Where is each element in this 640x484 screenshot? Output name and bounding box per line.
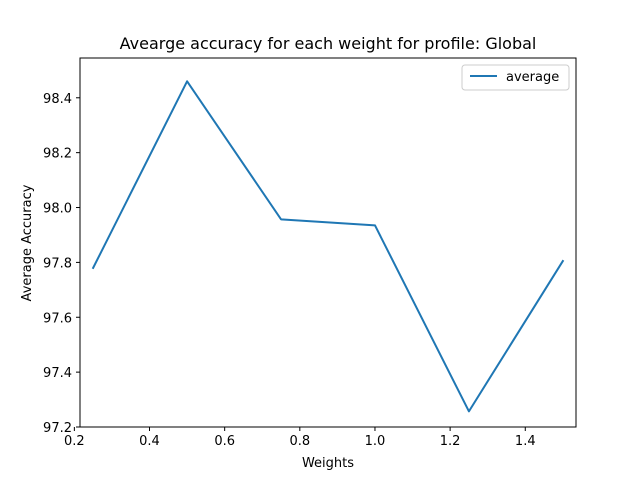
data-point (468, 410, 470, 412)
legend-label-average: average (506, 70, 559, 85)
y-tick-label: 98.0 (43, 202, 72, 217)
data-point (92, 267, 94, 269)
x-tick-label: 0.4 (139, 434, 160, 449)
data-point (562, 260, 564, 262)
chart-title: Avearge accuracy for each weight for pro… (120, 34, 537, 53)
x-tick-label: 0.6 (214, 434, 235, 449)
y-tick-label: 97.8 (43, 256, 72, 271)
y-tick-label: 97.2 (43, 421, 72, 436)
x-axis-label: Weights (302, 456, 354, 471)
y-tick-label: 97.4 (43, 366, 72, 381)
legend: average (461, 64, 570, 91)
series-layer (91, 80, 565, 413)
y-tick-label: 98.2 (43, 147, 72, 162)
plot-area-frame (79, 57, 577, 428)
x-tick-label: 1.2 (440, 434, 461, 449)
x-tick-label: 0.8 (289, 434, 310, 449)
legend-box (461, 64, 570, 91)
y-tick-label: 98.4 (43, 92, 72, 107)
x-tick-label: 0.2 (64, 434, 85, 449)
y-axis-ticks: 97.2 97.4 97.6 97.8 98.0 98.2 98.4 (43, 92, 80, 436)
data-point (374, 224, 376, 226)
series-line-average (91, 80, 565, 413)
data-point (280, 218, 282, 220)
y-tick-label: 97.6 (43, 311, 72, 326)
x-tick-label: 1.0 (365, 434, 386, 449)
data-point (186, 80, 188, 82)
x-axis-ticks: 0.2 0.4 0.6 0.8 1.0 1.2 1.4 (64, 427, 536, 449)
x-tick-label: 1.4 (515, 434, 536, 449)
y-axis-label: Average Accuracy (20, 184, 35, 301)
